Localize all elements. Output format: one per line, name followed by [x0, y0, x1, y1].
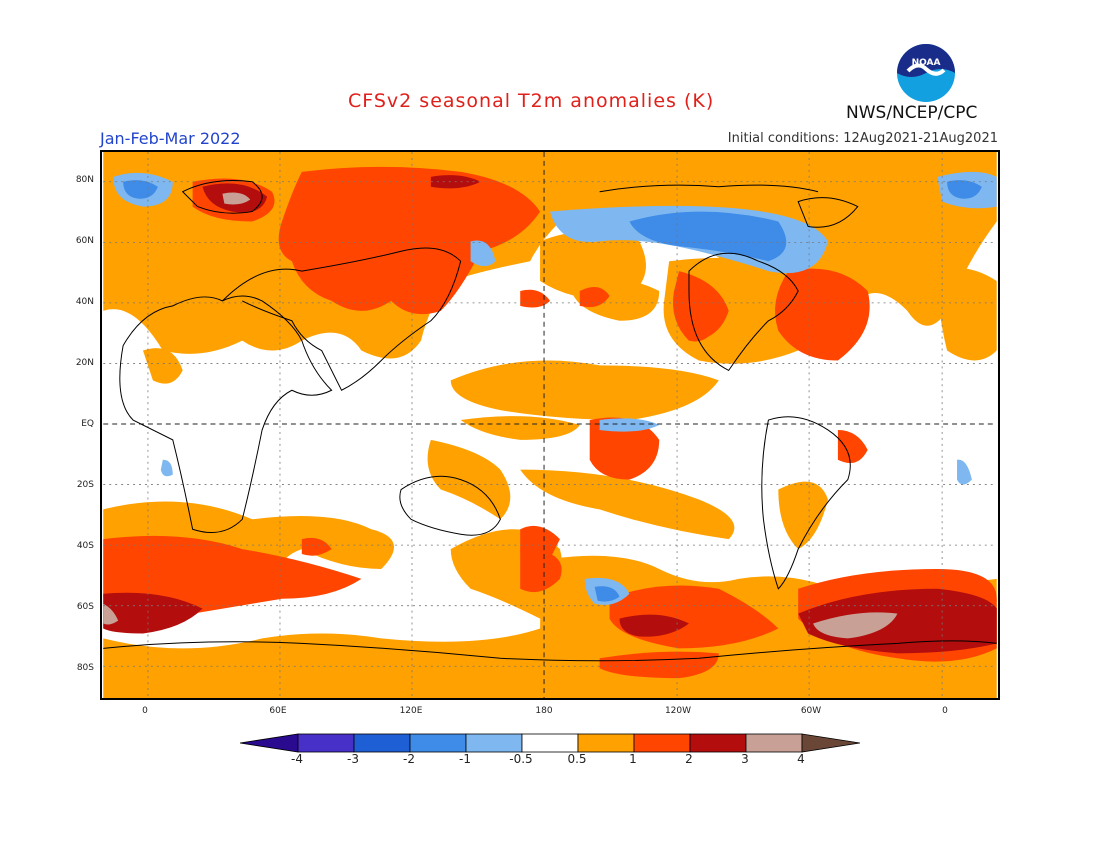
agency-label: NWS/NCEP/CPC — [846, 103, 978, 123]
season-label: Jan-Feb-Mar 2022 — [100, 129, 241, 148]
colorbar-label: 0.5 — [567, 752, 587, 766]
lon-label: 60E — [269, 706, 287, 716]
colorbar-label: -0.5 — [509, 752, 533, 766]
colorbar-min-triangle — [240, 733, 299, 753]
lat-label: 40S — [76, 541, 94, 551]
coastlines — [103, 180, 997, 662]
lat-label: 40N — [75, 297, 94, 307]
equator-dateline — [103, 152, 997, 698]
colorbar-cell — [521, 733, 579, 753]
colorbar-max-triangle — [801, 733, 860, 753]
colorbar-label: 1 — [629, 752, 637, 766]
anomaly-map-canvas — [103, 152, 997, 698]
map-title: CFSv2 seasonal T2m anomalies (K) — [348, 90, 715, 112]
lon-label: 180 — [535, 706, 553, 716]
lat-label: 80N — [75, 175, 94, 185]
noaa-logo-icon: NOAA — [897, 44, 955, 102]
colorbar-cell — [353, 733, 411, 753]
lat-label: 20N — [75, 358, 94, 368]
colorbar-label: -2 — [403, 752, 415, 766]
colorbar-label: -4 — [291, 752, 303, 766]
colorbar-label: -1 — [459, 752, 471, 766]
svg-text:NOAA: NOAA — [912, 58, 941, 68]
colorbar-cell — [297, 733, 355, 753]
lon-label: 60W — [800, 706, 822, 716]
colorbar-label: -3 — [347, 752, 359, 766]
anomaly-map — [100, 150, 1000, 700]
lat-label: EQ — [81, 419, 94, 429]
colorbar-cell — [633, 733, 691, 753]
colorbar-cell — [689, 733, 747, 753]
graticule — [103, 152, 997, 698]
lon-label: 120W — [664, 706, 692, 716]
colorbar-cell — [745, 733, 803, 753]
lon-label: 120E — [399, 706, 423, 716]
colorbar-label: 3 — [741, 752, 749, 766]
anomaly-band-neg-1-neg-2 — [123, 180, 982, 602]
lon-label: 0 — [942, 706, 948, 716]
lat-label: 60S — [76, 602, 94, 612]
lon-label: 0 — [142, 706, 148, 716]
colorbar-cell — [465, 733, 523, 753]
lat-label: 20S — [76, 480, 94, 490]
colorbar-label: 4 — [797, 752, 805, 766]
colorbar-legend — [240, 733, 860, 753]
lat-label: 80S — [76, 663, 94, 673]
colorbar-label: 2 — [685, 752, 693, 766]
anomaly-band-3-4 — [103, 192, 898, 639]
colorbar-cell — [577, 733, 635, 753]
colorbar-cell — [409, 733, 467, 753]
initial-conditions-label: Initial conditions: 12Aug2021-21Aug2021 — [727, 131, 998, 146]
lat-label: 60N — [75, 236, 94, 246]
